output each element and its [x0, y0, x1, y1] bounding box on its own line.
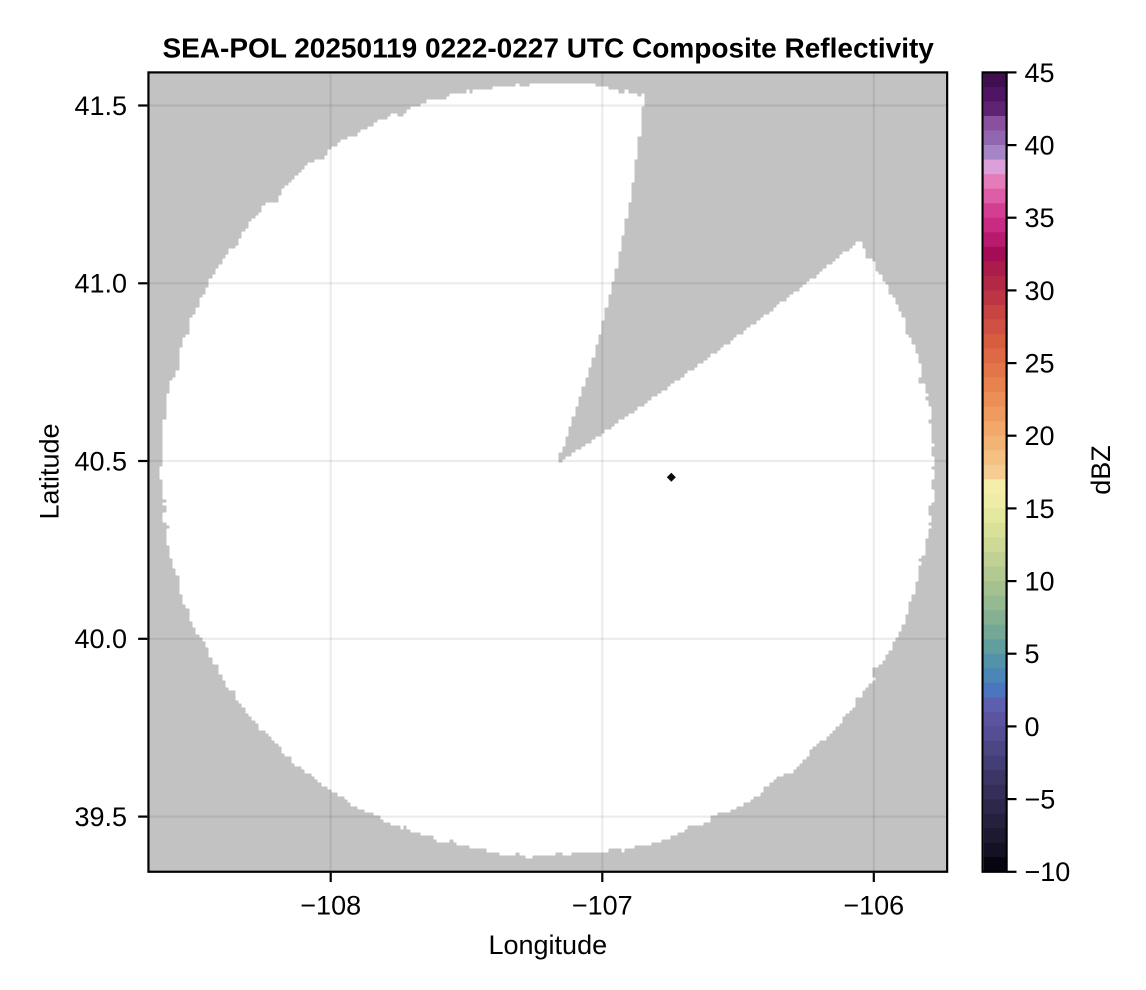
svg-text:Latitude: Latitude	[35, 423, 65, 519]
svg-text:40.0: 40.0	[74, 624, 127, 654]
svg-text:−107: −107	[572, 891, 633, 921]
svg-text:15: 15	[1025, 494, 1055, 524]
svg-text:−5: −5	[1025, 785, 1056, 815]
svg-text:39.5: 39.5	[74, 802, 127, 832]
svg-text:−10: −10	[1025, 857, 1071, 887]
svg-text:40: 40	[1025, 131, 1055, 161]
svg-text:30: 30	[1025, 276, 1055, 306]
svg-text:5: 5	[1025, 639, 1040, 669]
svg-text:41.5: 41.5	[74, 91, 127, 121]
svg-text:45: 45	[1025, 58, 1055, 88]
svg-text:Longitude: Longitude	[488, 930, 607, 960]
svg-text:41.0: 41.0	[74, 269, 127, 299]
svg-text:25: 25	[1025, 349, 1055, 379]
svg-text:35: 35	[1025, 203, 1055, 233]
svg-text:40.5: 40.5	[74, 446, 127, 476]
svg-text:dBZ: dBZ	[1086, 445, 1116, 495]
svg-text:−108: −108	[300, 891, 361, 921]
svg-text:SEA-POL 20250119 0222-0227 UTC: SEA-POL 20250119 0222-0227 UTC Composite…	[162, 33, 934, 64]
svg-text:20: 20	[1025, 421, 1055, 451]
svg-text:10: 10	[1025, 567, 1055, 597]
svg-text:0: 0	[1025, 712, 1040, 742]
svg-text:−106: −106	[843, 891, 904, 921]
